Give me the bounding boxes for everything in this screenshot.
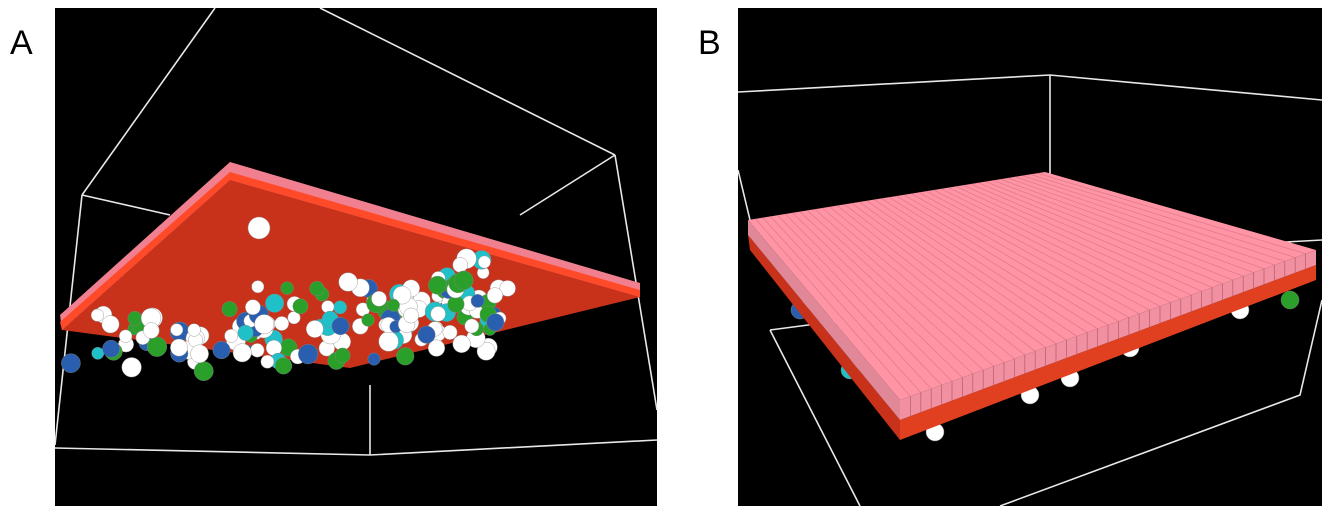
molecule (335, 348, 350, 363)
molecule (225, 329, 238, 342)
molecule (453, 257, 468, 272)
molecule (454, 271, 473, 290)
molecule (281, 282, 294, 295)
molecule (248, 217, 270, 239)
molecule (404, 308, 419, 323)
molecule (478, 256, 490, 268)
molecule (371, 291, 386, 306)
molecule (233, 344, 251, 362)
panel-label: A (10, 24, 33, 62)
molecule (119, 330, 132, 343)
figure: A B (0, 0, 1322, 506)
molecule (443, 325, 457, 339)
molecule (250, 343, 264, 357)
molecule (487, 314, 504, 331)
molecule (448, 296, 465, 313)
molecule (387, 299, 399, 311)
molecule (1281, 291, 1299, 309)
molecule (61, 354, 80, 373)
molecule (362, 314, 375, 327)
molecule (334, 301, 347, 314)
molecule (396, 348, 414, 366)
molecule (91, 309, 104, 322)
molecule (222, 301, 237, 316)
molecule (188, 324, 201, 337)
molecule (265, 294, 283, 312)
molecule (252, 281, 264, 293)
molecule (310, 281, 325, 296)
molecule (143, 323, 159, 339)
molecule (465, 319, 479, 333)
molecule (261, 355, 274, 368)
molecule (293, 299, 308, 314)
molecule (238, 325, 253, 340)
molecule (102, 316, 119, 333)
molecule (122, 358, 142, 378)
molecule (428, 276, 446, 294)
molecule (487, 288, 503, 304)
molecule (255, 315, 274, 334)
molecule (128, 311, 142, 325)
molecule (471, 294, 484, 307)
molecule (332, 317, 349, 334)
molecule (431, 306, 446, 321)
molecule (339, 273, 358, 292)
molecule (306, 320, 323, 337)
molecule (194, 362, 213, 381)
molecule (171, 324, 183, 336)
molecule (103, 340, 120, 357)
panel-a (55, 8, 657, 506)
panel-label: B (698, 24, 721, 62)
panel-b (738, 8, 1322, 506)
molecule (298, 344, 318, 364)
molecule (275, 358, 292, 375)
molecule (453, 335, 471, 353)
molecule (170, 339, 187, 356)
molecule (275, 316, 289, 330)
molecule (418, 326, 435, 343)
molecule (245, 300, 260, 315)
molecule (92, 347, 104, 359)
molecule (379, 332, 399, 352)
molecule (368, 353, 380, 365)
molecule (213, 341, 230, 358)
molecule (191, 345, 209, 363)
molecule (147, 337, 167, 357)
